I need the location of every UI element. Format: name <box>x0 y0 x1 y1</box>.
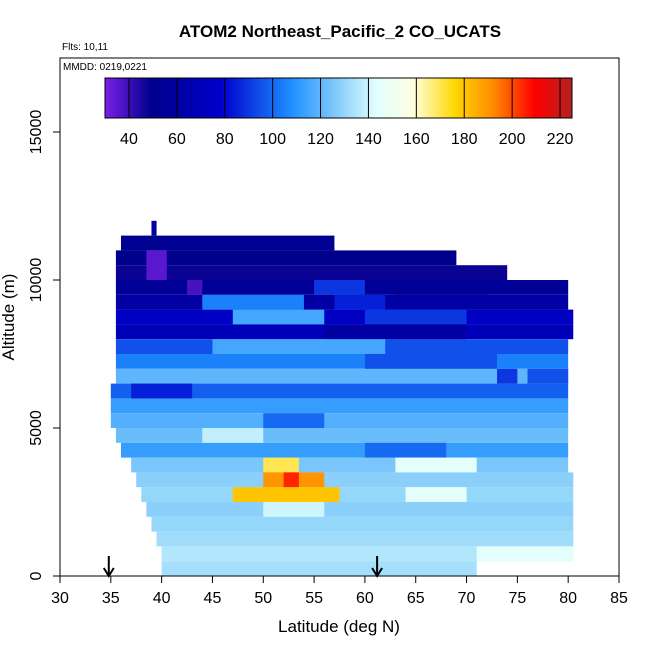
heatmap-cell <box>115 368 569 384</box>
heatmap-cell <box>151 516 574 532</box>
heatmap-cell <box>263 457 299 473</box>
colorbar-gradient <box>104 77 573 119</box>
heatmap-cell <box>115 250 457 266</box>
heatmap-cell <box>146 250 167 280</box>
heatmap-cell <box>136 472 574 488</box>
heatmap-cell <box>202 428 264 443</box>
x-tick-label: 40 <box>153 590 171 607</box>
heatmap-cell <box>364 442 447 458</box>
heatmap-cell <box>476 546 574 562</box>
colorbar-tick-label: 60 <box>168 131 186 148</box>
colorbar-tick-label: 40 <box>120 131 138 148</box>
heatmap-cell <box>131 457 569 473</box>
heatmap-cell <box>151 220 157 236</box>
heatmap-cell <box>146 502 574 517</box>
heatmap-cell <box>497 368 518 384</box>
heatmap-cell <box>141 487 574 502</box>
plot-frame <box>59 57 620 577</box>
colorbar-tick-label: 100 <box>259 131 286 148</box>
flight-arrows <box>102 556 383 578</box>
x-tick-label: 75 <box>508 590 526 607</box>
y-tick-label: 10000 <box>28 258 45 303</box>
x-tick-label: 50 <box>254 590 272 607</box>
heatmap-cell <box>364 354 498 369</box>
y-tick-label: 0 <box>28 571 45 580</box>
colorbar-tick-label: 160 <box>403 131 430 148</box>
chart-title: ATOM2 Northeast_Pacific_2 CO_UCATS <box>179 22 501 41</box>
x-tick-label: 80 <box>559 590 577 607</box>
flight-arrow-head <box>102 567 115 578</box>
heatmap-cell <box>283 472 299 488</box>
heatmap-cell <box>110 398 569 414</box>
heatmap-cell <box>314 280 365 295</box>
heatmap-cell <box>156 531 574 547</box>
x-tick-label: 45 <box>204 590 222 607</box>
heatmap-cell <box>110 413 569 428</box>
heatmap-cell <box>120 235 335 251</box>
x-tick-label: 35 <box>102 590 120 607</box>
heatmap-cell <box>120 442 569 458</box>
date-label: MMDD: 0219,0221 <box>63 62 147 73</box>
heatmap-cell <box>263 413 325 428</box>
colorbar: 40 60 80 100 120 140 160 180 200 220 <box>104 77 574 148</box>
heatmap-cells <box>110 220 574 576</box>
heatmap-cell <box>364 309 467 325</box>
heatmap-cell <box>115 309 574 325</box>
heatmap-cell <box>395 457 477 473</box>
heatmap-cell <box>405 487 467 502</box>
heatmap-cell <box>527 368 569 384</box>
y-tick-label: 15000 <box>28 110 45 155</box>
x-tick-label: 70 <box>458 590 476 607</box>
heatmap-cell <box>232 309 325 325</box>
colorbar-tick-label: 180 <box>451 131 478 148</box>
x-axis-ticks: 30 35 40 45 50 55 60 65 70 75 80 85 <box>51 576 628 607</box>
colorbar-tick-label: 140 <box>355 131 382 148</box>
heatmap-cell <box>212 339 386 354</box>
heatmap-cell <box>263 502 325 517</box>
heatmap-cell <box>395 280 487 295</box>
heatmap-cell <box>324 324 467 340</box>
colorbar-tick-label: 80 <box>216 131 234 148</box>
heatmap-cell <box>115 354 569 369</box>
x-tick-label: 30 <box>51 590 69 607</box>
flight-arrow-head <box>371 567 383 578</box>
x-axis-label: Latitude (deg N) <box>278 617 400 636</box>
heatmap-cell <box>131 383 193 399</box>
heatmap-cell <box>334 294 386 310</box>
colorbar-tick-label: 220 <box>547 131 574 148</box>
y-axis-ticks: 0 5000 10000 15000 <box>28 110 60 580</box>
heatmap-cell <box>161 561 477 576</box>
heatmap-cell <box>110 383 569 399</box>
colorbar-tick-label: 200 <box>499 131 526 148</box>
heatmap-cell <box>187 280 203 295</box>
heatmap-cell <box>161 546 574 562</box>
heatmap-cell <box>202 294 304 310</box>
x-tick-label: 65 <box>407 590 425 607</box>
colorbar-tick-label: 120 <box>307 131 334 148</box>
heatmap-cell <box>115 265 508 280</box>
x-tick-label: 85 <box>610 590 628 607</box>
y-tick-label: 5000 <box>28 410 45 446</box>
heatmap-cell <box>232 487 340 502</box>
y-axis-label: Altitude (m) <box>0 274 18 361</box>
heatmap-cell <box>115 428 569 443</box>
x-tick-label: 60 <box>356 590 374 607</box>
flights-label: Flts: 10,11 <box>62 42 108 53</box>
x-tick-label: 55 <box>305 590 323 607</box>
